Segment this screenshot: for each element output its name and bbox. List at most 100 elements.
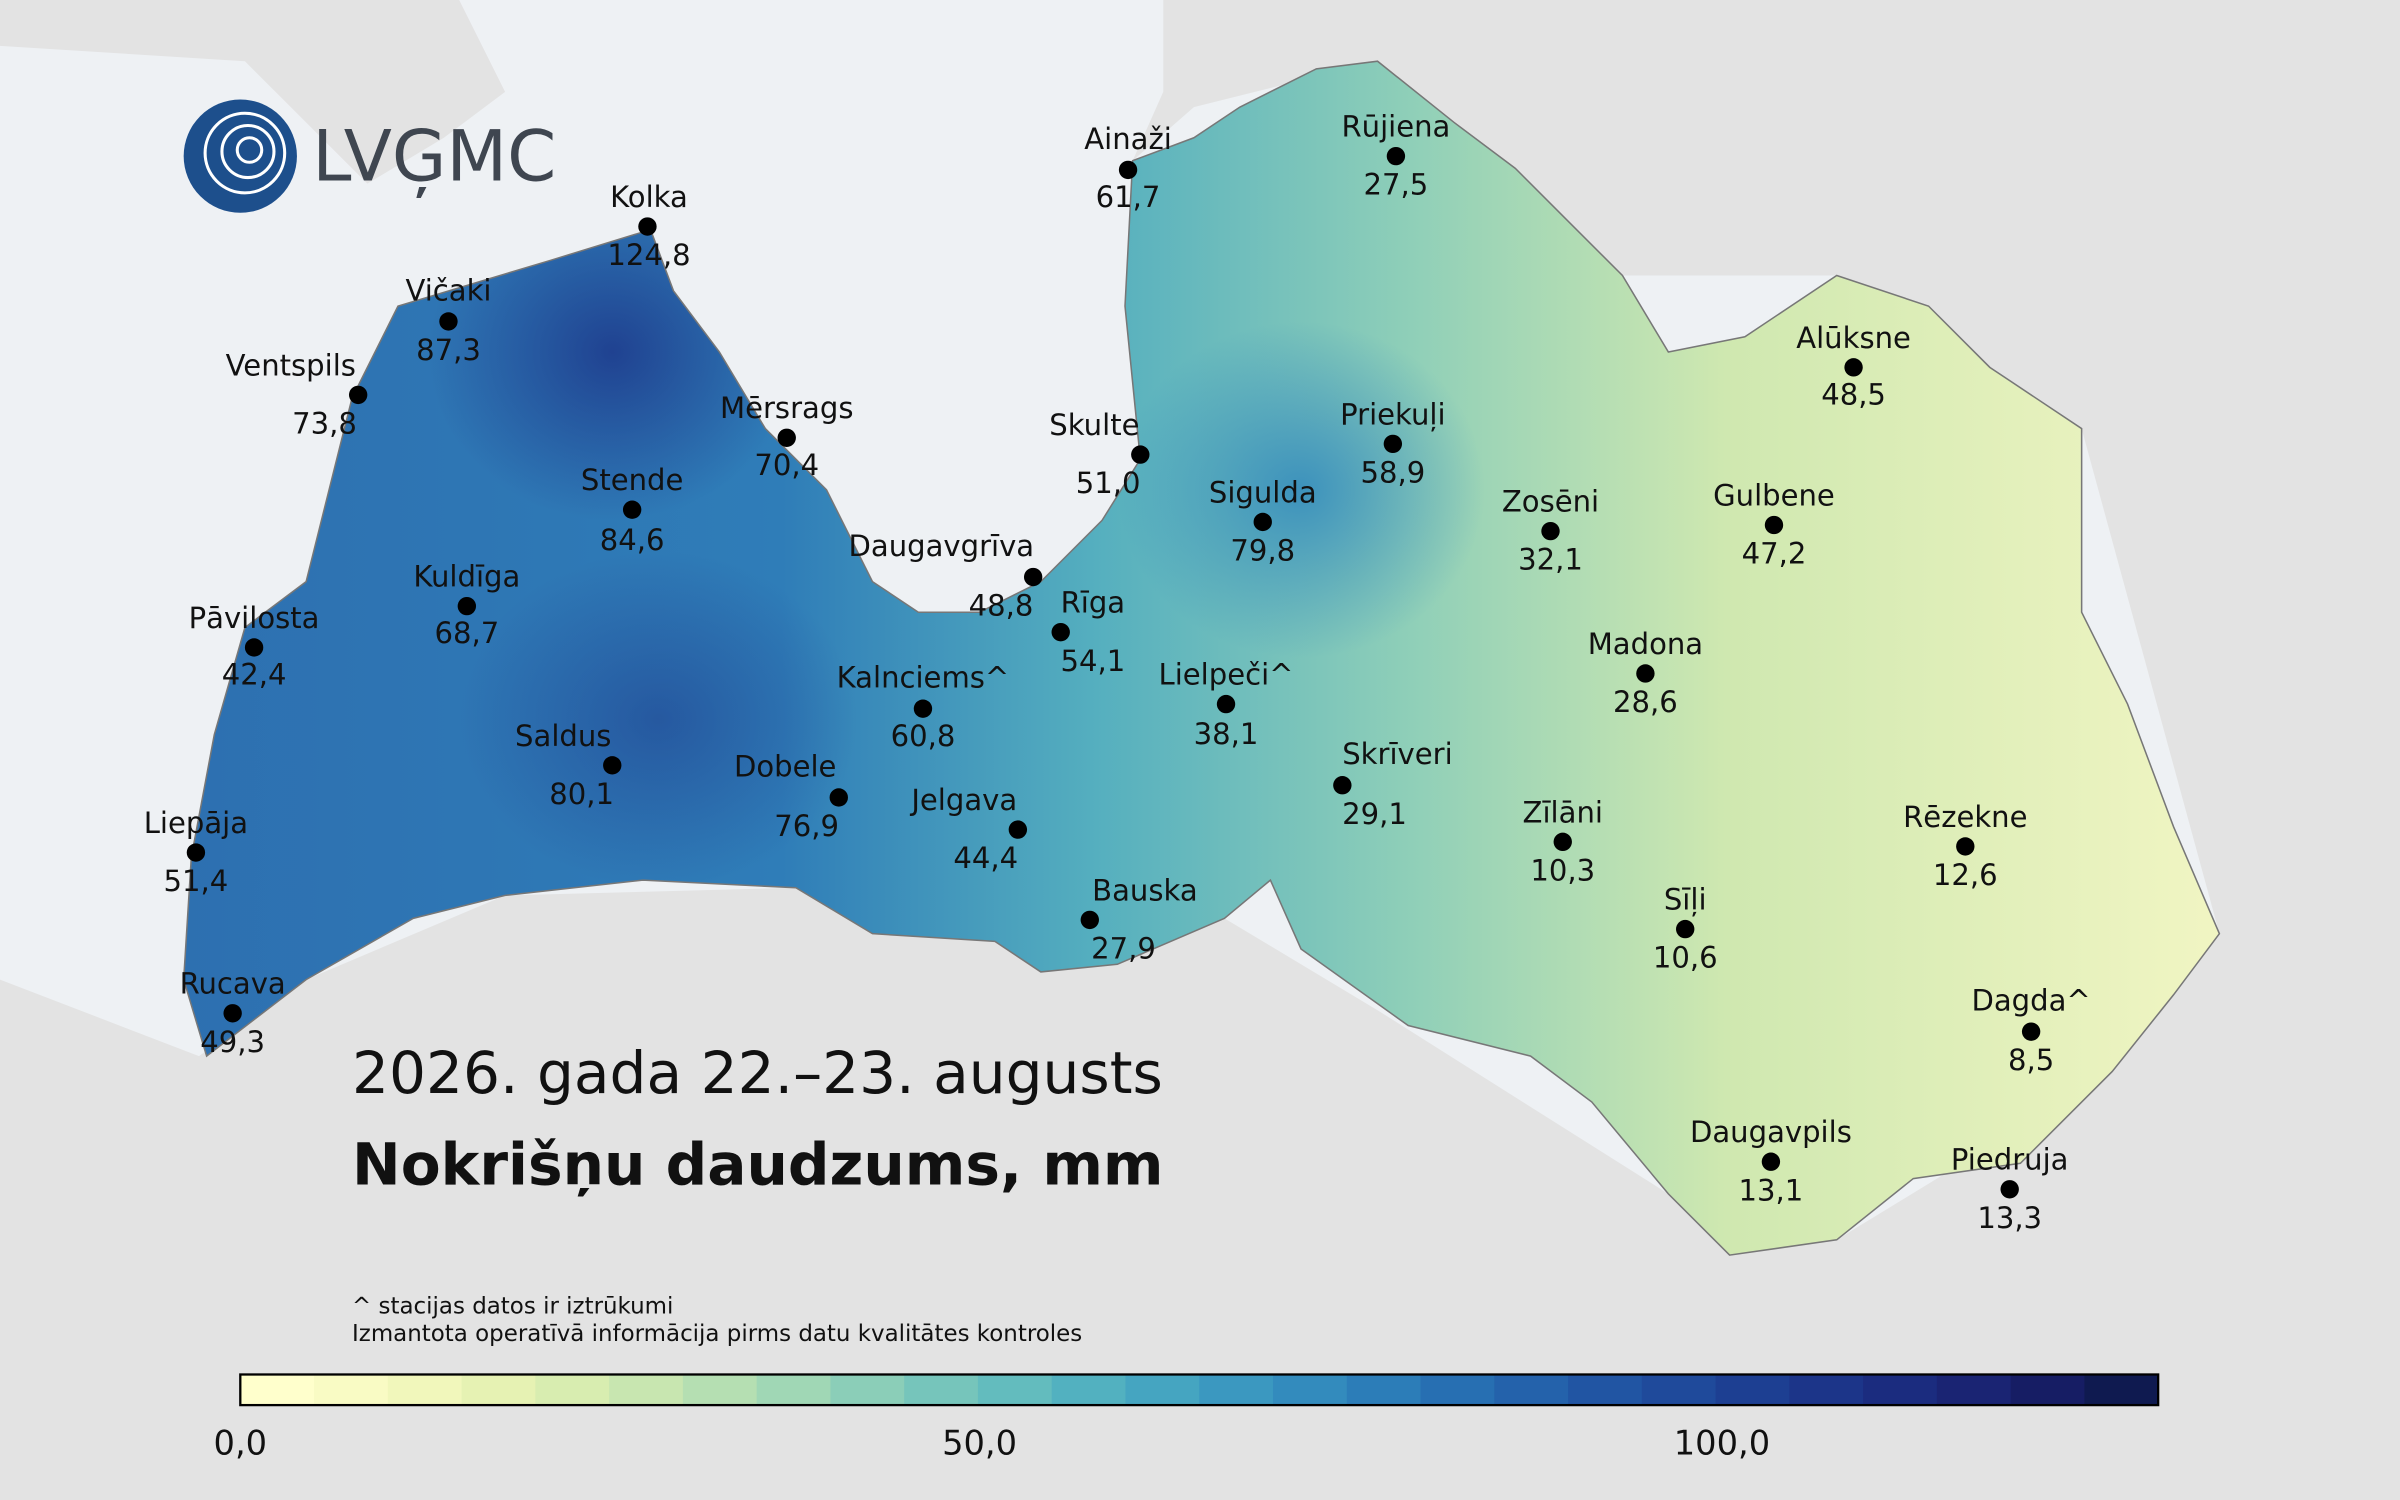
station-dot (1676, 919, 1695, 939)
station-name: Piedruja (1951, 1143, 2069, 1177)
colorbar-step (1346, 1374, 1422, 1406)
station-dot (1253, 512, 1272, 532)
station-value: 27,9 (1091, 932, 1156, 966)
station-dot (186, 843, 206, 862)
station-name: Ventspils (226, 348, 356, 382)
logo-text: LVĢMC (312, 116, 556, 199)
station-dot (1386, 146, 1406, 166)
station-value: 124,8 (607, 238, 690, 272)
station-name: Mērsrags (720, 391, 853, 425)
station-name: Jelgava (909, 783, 1017, 817)
colorbar-step (1789, 1374, 1864, 1406)
station-value: 58,9 (1360, 455, 1425, 489)
colorbar-step (314, 1374, 389, 1406)
station-dot (1051, 622, 1070, 642)
station-name: Sigulda (1209, 475, 1317, 509)
station-dot (1761, 1152, 1781, 1171)
station-dot (913, 699, 933, 718)
station-value: 27,5 (1364, 168, 1429, 202)
station-name: Sīļi (1664, 883, 1707, 917)
station-dot (1118, 160, 1138, 180)
station-value: 13,1 (1739, 1173, 1804, 1207)
station-value: 48,5 (1821, 377, 1886, 411)
station-name: Pāvilosta (189, 601, 320, 635)
colorbar-step (240, 1374, 315, 1406)
station-name: Skulte (1049, 408, 1139, 442)
colorbar: 0,0 50,0 100,0 (214, 1373, 2160, 1462)
station-name: Alūksne (1796, 321, 1911, 355)
station-value: 61,7 (1096, 180, 1161, 214)
field-max (459, 551, 858, 888)
station-name: Saldus (515, 719, 611, 753)
border (182, 60, 2221, 1256)
station-value: 79,8 (1230, 534, 1295, 568)
colorbar-label: 100,0 (1674, 1423, 1770, 1462)
station-dot (603, 756, 622, 775)
station-value: 49,3 (200, 1025, 265, 1059)
station-name: Rīga (1061, 586, 1126, 620)
colorbar-step (682, 1374, 758, 1406)
station-dot (829, 788, 848, 807)
colorbar-step (1420, 1374, 1496, 1406)
station-value: 32,1 (1518, 543, 1583, 577)
station-value: 48,8 (969, 589, 1034, 623)
station-name: Dobele (734, 749, 837, 783)
station-value: 10,6 (1653, 941, 1718, 975)
station-value: 73,8 (292, 407, 357, 441)
colorbar-step (1936, 1374, 2012, 1406)
station-name: Gulbene (1713, 478, 1835, 512)
station-value: 87,3 (416, 333, 481, 367)
logo-ring (203, 111, 287, 195)
colorbar-step (1272, 1374, 1348, 1406)
station-value: 44,4 (953, 841, 1018, 875)
station-dot (439, 312, 458, 331)
logo-ring (220, 123, 276, 180)
colorbar-step (2084, 1374, 2159, 1406)
station-dot (1216, 694, 1236, 714)
station-name: Madona (1588, 627, 1703, 661)
station-name: Zosēni (1502, 485, 1599, 519)
colorbar-label: 50,0 (942, 1423, 1017, 1462)
colorbar-step (2010, 1374, 2086, 1406)
island (0, 0, 506, 184)
station-name: Daugavgrīva (848, 529, 1034, 563)
station-dot (348, 385, 368, 405)
field-max (1117, 321, 1485, 659)
logo-ring (235, 136, 264, 164)
colorbar-step (1199, 1374, 1274, 1406)
station-name: Rūjiena (1341, 110, 1450, 144)
station-value: 38,1 (1194, 717, 1259, 751)
station-value: 54,1 (1060, 644, 1125, 678)
station-name: Priekuļi (1340, 397, 1445, 431)
station-value: 51,0 (1076, 466, 1141, 500)
colorbar-frame (239, 1373, 2160, 1407)
colorbar-step (609, 1374, 684, 1406)
station-value: 13,3 (1977, 1201, 2042, 1235)
title: 2026. gada 22.–23. augusts (352, 1039, 1163, 1107)
colorbar-step (977, 1374, 1053, 1406)
colorbar-step (1641, 1374, 1717, 1406)
station-name: Kuldīga (413, 560, 520, 594)
colorbar-step (1125, 1374, 1200, 1406)
station-name: Zīlāni (1523, 795, 1603, 829)
station-value: 42,4 (222, 658, 287, 692)
station-dot (638, 217, 657, 236)
station-value: 76,9 (774, 809, 839, 843)
colorbar-step (1863, 1374, 1938, 1406)
station-dot (622, 500, 642, 519)
station-dot (1553, 832, 1572, 852)
colorbar-step (461, 1374, 537, 1406)
station-value: 51,4 (164, 864, 229, 898)
station-name: Lielpeči^ (1159, 658, 1294, 692)
station-name: Kalnciems^ (837, 661, 1010, 695)
subtitle: Nokrišņu daudzums, mm (352, 1131, 1164, 1199)
station-value: 47,2 (1742, 537, 1807, 571)
station-dot (1023, 567, 1043, 587)
station-name: Stende (581, 463, 684, 497)
station-value: 10,3 (1530, 853, 1595, 887)
colorbar-step (387, 1374, 463, 1406)
colorbar-label: 0,0 (214, 1423, 268, 1462)
